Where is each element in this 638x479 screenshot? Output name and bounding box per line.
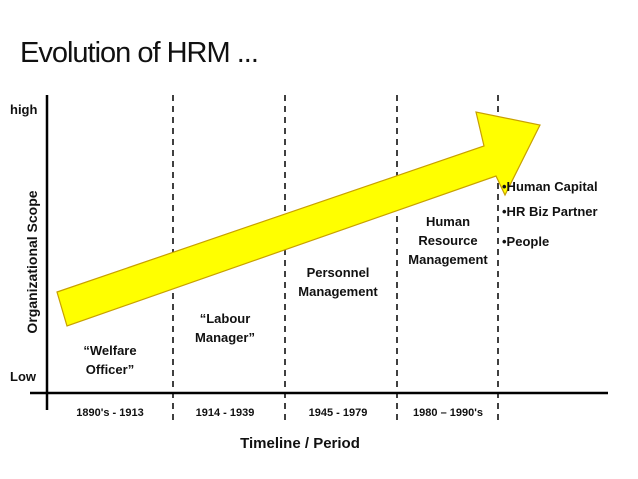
stage-label: “Welfare [83, 343, 136, 358]
title: Evolution of HRM ... [20, 37, 258, 69]
bullet-item: •Human Capital [502, 179, 598, 194]
period-label: 1890's - 1913 [76, 407, 143, 419]
period-label: 1980 – 1990's [413, 407, 483, 419]
y-low-label: Low [10, 369, 37, 384]
growth-arrow [56, 111, 541, 327]
stage-label: Resource [418, 233, 477, 248]
stages: “Welfare Officer” 1890's - 1913 “Labour Mana… [76, 214, 488, 419]
bullets: •Human Capital •HR Biz Partner •People [502, 179, 598, 249]
bullet-item: •People [502, 234, 549, 249]
period-label: 1914 - 1939 [196, 407, 255, 419]
stage-label: Manager” [195, 330, 255, 345]
x-axis-label: Timeline / Period [240, 435, 360, 452]
stage-label: Human [426, 214, 470, 229]
stage-label: Management [298, 284, 378, 299]
y-high-label: high [10, 102, 37, 117]
stage-label: Management [408, 252, 488, 267]
stage-label: Officer” [86, 362, 134, 377]
period-label: 1945 - 1979 [309, 407, 368, 419]
bullet-item: •HR Biz Partner [502, 204, 598, 219]
y-axis-label: Organizational Scope [24, 190, 40, 333]
stage-label: Personnel [307, 265, 370, 280]
stage-label: “Labour [200, 311, 251, 326]
